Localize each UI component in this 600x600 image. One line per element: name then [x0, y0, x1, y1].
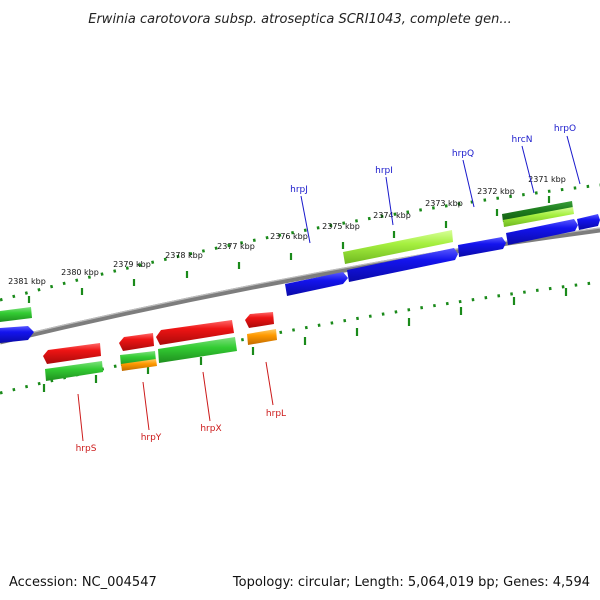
function-bar[interactable]: [247, 329, 277, 345]
scale-label: 2378 kbp: [165, 251, 203, 260]
gene-label-reverse[interactable]: hrpL: [266, 409, 286, 419]
function-bar[interactable]: [502, 201, 573, 222]
function-bar[interactable]: [0, 307, 32, 322]
function-bar[interactable]: [503, 207, 574, 227]
cds-reverse-arrow[interactable]: [245, 312, 274, 328]
reverse-cds-track: [43, 312, 274, 364]
gene-label-forward[interactable]: hrpQ: [452, 149, 474, 159]
cds-forward-arrow[interactable]: [506, 219, 578, 245]
scale-labels: 2381 kbp 2380 kbp 2379 kbp 2378 kbp 2377…: [8, 175, 566, 286]
inner-scale-track: [0, 280, 600, 395]
inner-major-ticks: [42, 288, 568, 392]
scale-label: 2375 kbp: [322, 222, 360, 231]
genome-stats: Topology: circular; Length: 5,064,019 bp…: [232, 575, 590, 590]
scale-label: 2373 kbp: [425, 199, 463, 208]
forward-function-track: [0, 201, 574, 322]
scale-label: 2381 kbp: [8, 277, 46, 286]
cds-forward-arrow[interactable]: [0, 326, 34, 343]
gene-label-forward[interactable]: hrpI: [375, 166, 393, 176]
gene-label-forward[interactable]: hrcN: [512, 135, 533, 145]
function-bar[interactable]: [45, 361, 103, 381]
accession-label: Accession: NC_004547: [9, 575, 157, 590]
cds-reverse-arrow[interactable]: [43, 343, 101, 364]
scale-label: 2379 kbp: [113, 260, 151, 269]
cds-forward-arrow[interactable]: [347, 248, 458, 282]
scale-label: 2380 kbp: [61, 268, 99, 277]
cds-reverse-arrow[interactable]: [156, 320, 234, 345]
reverse-function-track: [45, 329, 277, 381]
function-bar[interactable]: [343, 230, 453, 264]
forward-cds-track: [0, 214, 600, 343]
outer-major-ticks: [27, 196, 551, 303]
function-bar[interactable]: [121, 359, 157, 371]
forward-gene-labels: [300, 135, 581, 244]
scale-label: 2377 kbp: [217, 242, 255, 251]
gene-label-reverse[interactable]: hrpS: [76, 444, 97, 454]
cds-reverse-arrow[interactable]: [119, 333, 154, 351]
scale-label: 2372 kbp: [477, 187, 515, 196]
gene-label-forward[interactable]: hrpJ: [290, 185, 308, 195]
scale-label: 2376 kbp: [270, 232, 308, 241]
reverse-gene-labels: [77, 361, 274, 442]
map-title: Erwinia carotovora subsp. atroseptica SC…: [88, 12, 511, 27]
gene-label-reverse[interactable]: hrpX: [200, 424, 221, 434]
gene-label-forward[interactable]: hrpO: [554, 124, 576, 134]
function-bar[interactable]: [158, 337, 237, 363]
scale-label: 2371 kbp: [528, 175, 566, 184]
cds-forward-arrow[interactable]: [458, 237, 506, 257]
cds-forward-arrow[interactable]: [577, 214, 600, 230]
cds-forward-arrow[interactable]: [285, 272, 348, 296]
gene-label-reverse[interactable]: hrpY: [141, 433, 162, 443]
